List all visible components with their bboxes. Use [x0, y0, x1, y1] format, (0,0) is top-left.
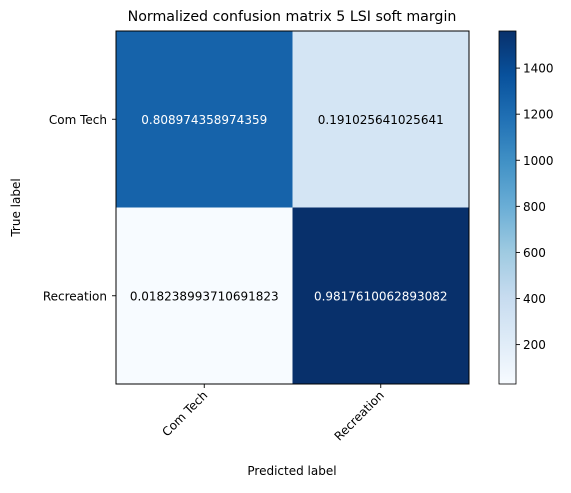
matrix-cell-1-1: [292, 207, 470, 385]
x-tick-label: Recreation: [332, 388, 387, 443]
matrix-frame: [115, 30, 470, 385]
cell-value-0-1: 0.191025641025641: [318, 113, 444, 127]
colorbar-gradient: [498, 30, 517, 385]
colorbar: 200 400 600 800 1000 1200 1400: [498, 30, 554, 385]
cell-value-1-0: 0.018238993710691823: [130, 289, 279, 303]
matrix-cells: [116, 31, 470, 385]
colorbar-tick-label: 400: [523, 292, 546, 306]
matrix-cell-0-0: [116, 31, 293, 208]
y-axis-ticks: Com Tech Recreation: [43, 113, 116, 303]
colorbar-tick-label: 600: [523, 246, 546, 260]
matrix-cell-labels: 0.808974358974359 0.191025641025641 0.0182…: [130, 113, 448, 304]
chart-title: Normalized confusion matrix 5 LSI soft m…: [128, 9, 457, 25]
y-tick-label: Recreation: [43, 289, 107, 303]
y-axis-label: True label: [9, 178, 23, 237]
x-axis-label: Predicted label: [247, 464, 336, 478]
cell-value-1-1: 0.9817610062893082: [314, 289, 448, 303]
x-tick-label: Com Tech: [159, 388, 210, 439]
colorbar-tick-label: 800: [523, 200, 546, 214]
colorbar-tick-label: 200: [523, 338, 546, 352]
cell-value-0-0: 0.808974358974359: [141, 113, 267, 127]
colorbar-tick-label: 1200: [523, 108, 554, 122]
colorbar-tick-label: 1000: [523, 154, 554, 168]
colorbar-tick-label: 1400: [523, 62, 554, 76]
matrix-cell-1-0: [116, 207, 293, 385]
y-tick-label: Com Tech: [49, 113, 107, 127]
x-axis-ticks: Com Tech Recreation: [159, 384, 387, 443]
matrix-cell-0-1: [292, 31, 470, 208]
